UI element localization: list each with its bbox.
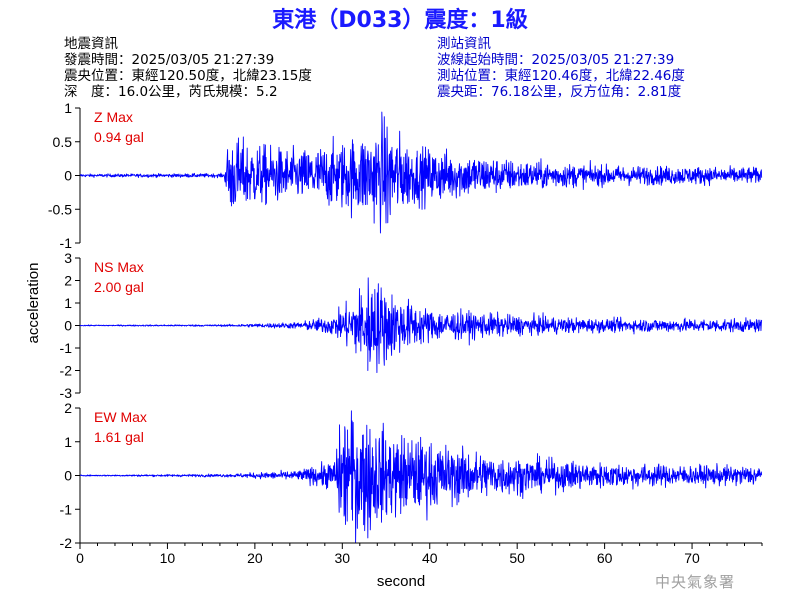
- y-tick-label-z: -1: [60, 235, 73, 251]
- y-tick-label-ns: -1: [60, 340, 73, 356]
- watermark: 中央氣象署: [655, 573, 736, 591]
- max-title-ns: NS Max: [94, 259, 144, 275]
- y-tick-label-ew: -1: [60, 501, 73, 517]
- earthquake-info-heading: 地震資訊: [64, 36, 118, 52]
- max-title-z: Z Max: [94, 109, 133, 125]
- y-tick-label-z: 0: [64, 168, 72, 184]
- y-tick-label-z: -0.5: [48, 201, 72, 217]
- x-tick-label: 50: [509, 550, 525, 566]
- x-tick-label: 30: [335, 550, 351, 566]
- origin-time: 發震時間：2025/03/05 21:27:39: [64, 52, 275, 68]
- y-tick-label-ew: -2: [60, 535, 73, 551]
- y-tick-label-ns: -2: [60, 363, 73, 379]
- station-location: 測站位置：東經120.46度，北緯22.46度: [437, 68, 685, 84]
- wave-start-time: 波線起始時間：2025/03/05 21:27:39: [437, 52, 675, 68]
- x-tick-label: 70: [684, 550, 700, 566]
- station-info-heading: 測站資訊: [437, 36, 491, 52]
- x-tick-label: 20: [247, 550, 263, 566]
- depth-magnitude: 深 度：16.0公里，芮氏規模：5.2: [64, 84, 278, 100]
- x-tick-label: 10: [160, 550, 176, 566]
- y-tick-label-ns: 2: [64, 273, 72, 289]
- trace-ns: [79, 277, 763, 374]
- y-tick-label-ns: -3: [60, 385, 73, 401]
- x-axis-label: second: [377, 573, 425, 590]
- x-tick-label: 40: [422, 550, 438, 566]
- max-value-z: 0.94 gal: [94, 129, 144, 145]
- earthquake-info: 地震資訊 發震時間：2025/03/05 21:27:39 震央位置：東經120…: [64, 36, 312, 100]
- epicentral-distance: 震央距：76.18公里，反方位角：2.81度: [437, 84, 682, 100]
- y-tick-label-ns: 3: [64, 250, 72, 266]
- y-tick-label-z: 0.5: [53, 134, 73, 150]
- y-tick-label-ew: 1: [64, 434, 72, 450]
- x-tick-label: 60: [597, 550, 613, 566]
- y-axis-label: acceleration: [25, 263, 42, 344]
- epicenter-location: 震央位置：東經120.50度，北緯23.15度: [64, 68, 312, 84]
- max-title-ew: EW Max: [94, 409, 147, 425]
- trace-ew: [79, 410, 763, 544]
- station-info: 測站資訊 波線起始時間：2025/03/05 21:27:39 測站位置：東經1…: [437, 36, 685, 100]
- y-tick-label-ns: 0: [64, 318, 72, 334]
- max-value-ns: 2.00 gal: [94, 279, 144, 295]
- trace-z: [79, 111, 763, 234]
- max-value-ew: 1.61 gal: [94, 429, 144, 445]
- y-tick-label-ew: 0: [64, 468, 72, 484]
- x-tick-label: 0: [76, 550, 84, 566]
- y-tick-label-ew: 2: [64, 400, 72, 416]
- chart-title: 東港（D033）震度：1級: [272, 8, 528, 33]
- y-tick-label-z: 1: [64, 100, 72, 116]
- y-tick-label-ns: 1: [64, 295, 72, 311]
